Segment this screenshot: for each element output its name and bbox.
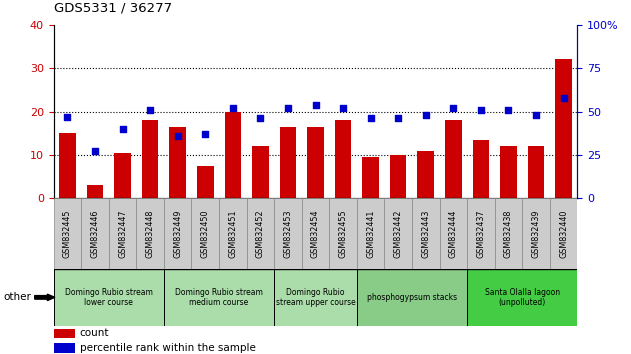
Text: GSM832441: GSM832441 (366, 210, 375, 258)
Bar (252, 146, 269, 198)
Bar (528, 146, 545, 198)
Point (62, 114, 73, 120)
Text: GSM832446: GSM832446 (90, 210, 100, 258)
Point (90, 149, 100, 154)
Text: GSM832452: GSM832452 (256, 209, 265, 258)
Bar (225, 112, 241, 198)
Text: GSM832442: GSM832442 (394, 209, 403, 258)
Bar (136, 198, 164, 269)
Point (145, 107, 155, 113)
Bar (467, 198, 495, 269)
Bar (54, 329, 74, 338)
Bar (164, 269, 274, 326)
Text: GSM832437: GSM832437 (476, 209, 485, 258)
Text: GSM832451: GSM832451 (228, 209, 237, 258)
Text: GSM832450: GSM832450 (201, 209, 209, 258)
Text: GSM832448: GSM832448 (146, 210, 155, 258)
Bar (247, 198, 274, 269)
Text: GSM832444: GSM832444 (449, 210, 458, 258)
Bar (274, 198, 302, 269)
Bar (307, 127, 324, 198)
Point (558, 95, 569, 101)
Bar (86, 185, 103, 198)
Bar (109, 198, 136, 269)
Text: Santa Olalla lagoon
(unpolluted): Santa Olalla lagoon (unpolluted) (485, 288, 560, 307)
Point (476, 107, 486, 113)
Bar (473, 140, 489, 198)
Bar (467, 269, 577, 326)
Bar (522, 198, 550, 269)
Bar (495, 198, 522, 269)
Text: GSM832439: GSM832439 (531, 209, 541, 258)
Text: Domingo Rubio stream
lower course: Domingo Rubio stream lower course (65, 288, 153, 307)
Bar (357, 269, 467, 326)
Text: count: count (80, 329, 109, 338)
Bar (54, 343, 74, 353)
Text: GSM832438: GSM832438 (504, 210, 513, 258)
Bar (445, 120, 462, 198)
Text: GSM832449: GSM832449 (173, 209, 182, 258)
Bar (164, 198, 191, 269)
Bar (335, 120, 351, 198)
Point (421, 112, 431, 118)
Text: GSM832455: GSM832455 (339, 209, 348, 258)
Point (365, 116, 375, 121)
Bar (54, 269, 164, 326)
Text: Domingo Rubio
stream upper course: Domingo Rubio stream upper course (276, 288, 355, 307)
Bar (440, 198, 467, 269)
Bar (197, 166, 213, 198)
Point (117, 126, 127, 132)
Text: GSM832440: GSM832440 (559, 210, 568, 258)
Point (256, 116, 266, 121)
Bar (500, 146, 517, 198)
Point (283, 105, 293, 111)
Bar (357, 198, 384, 269)
Bar (555, 59, 572, 198)
Text: GSM832453: GSM832453 (283, 209, 292, 258)
Bar (362, 157, 379, 198)
Point (338, 105, 348, 111)
Text: GDS5331 / 36277: GDS5331 / 36277 (54, 1, 172, 14)
Bar (280, 127, 296, 198)
Bar (169, 127, 186, 198)
Point (173, 133, 183, 139)
Text: GSM832447: GSM832447 (118, 209, 127, 258)
Point (393, 116, 403, 121)
Point (310, 102, 321, 107)
Bar (390, 155, 406, 198)
Bar (219, 198, 247, 269)
Bar (191, 198, 219, 269)
Text: Domingo Rubio stream
medium course: Domingo Rubio stream medium course (175, 288, 263, 307)
Bar (114, 153, 131, 198)
Bar (550, 198, 577, 269)
Bar (54, 198, 81, 269)
Text: GSM832445: GSM832445 (63, 209, 72, 258)
Text: GSM832443: GSM832443 (422, 210, 430, 258)
Point (228, 105, 238, 111)
Bar (302, 198, 329, 269)
Point (448, 105, 458, 111)
Text: phosphogypsum stacks: phosphogypsum stacks (367, 293, 457, 302)
Point (504, 107, 514, 113)
Bar (142, 120, 158, 198)
Point (200, 131, 210, 137)
Bar (418, 150, 434, 198)
Bar (274, 269, 357, 326)
Text: percentile rank within the sample: percentile rank within the sample (80, 343, 256, 353)
Point (531, 112, 541, 118)
Text: GSM832454: GSM832454 (311, 209, 320, 258)
Bar (59, 133, 76, 198)
Bar (412, 198, 440, 269)
Text: other: other (3, 292, 31, 302)
Bar (384, 198, 412, 269)
Bar (329, 198, 357, 269)
Bar (81, 198, 109, 269)
